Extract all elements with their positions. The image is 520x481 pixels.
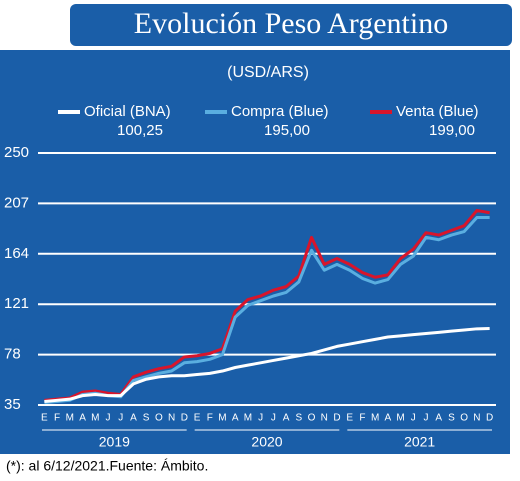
x-tick-label: J: [118, 413, 123, 424]
x-tick-label: A: [232, 413, 239, 424]
x-tick-label: M: [244, 413, 252, 424]
x-tick-label: N: [473, 413, 480, 424]
x-tick-label: F: [207, 413, 213, 424]
x-tick-label: S: [143, 413, 150, 424]
x-tick-label: S: [448, 413, 455, 424]
x-tick-label: A: [385, 413, 392, 424]
x-tick-label: S: [295, 413, 302, 424]
x-tick-label: M: [66, 413, 74, 424]
x-tick-label: E: [346, 413, 353, 424]
legend-value: 100,25: [117, 122, 163, 139]
legend-value: 195,00: [264, 122, 310, 139]
year-label: 2019: [99, 434, 130, 450]
x-tick-label: O: [460, 413, 468, 424]
x-tick-label: O: [155, 413, 163, 424]
x-tick-label: N: [168, 413, 175, 424]
x-tick-label: J: [105, 413, 110, 424]
x-tick-label: J: [424, 413, 429, 424]
subtitle: (USD/ARS): [227, 64, 309, 81]
year-label: 2020: [251, 434, 282, 450]
legend-value: 199,00: [429, 122, 475, 139]
x-tick-label: A: [79, 413, 86, 424]
x-tick-label: M: [218, 413, 226, 424]
x-tick-label: M: [91, 413, 99, 424]
y-tick-label: 121: [4, 295, 29, 312]
legend-label: Venta (Blue): [396, 103, 479, 120]
x-tick-label: D: [333, 413, 340, 424]
x-tick-label: M: [371, 413, 379, 424]
x-tick-label: A: [283, 413, 290, 424]
x-tick-label: F: [359, 413, 365, 424]
x-tick-label: J: [258, 413, 263, 424]
x-tick-label: A: [435, 413, 442, 424]
title-banner: [70, 4, 512, 46]
x-tick-label: N: [321, 413, 328, 424]
y-tick-label: 78: [4, 346, 21, 363]
x-tick-label: E: [194, 413, 201, 424]
y-tick-label: 207: [4, 194, 29, 211]
x-tick-label: A: [130, 413, 137, 424]
panel: [0, 50, 510, 454]
x-tick-label: E: [41, 413, 48, 424]
line: [44, 327, 490, 403]
y-tick-label: 164: [4, 245, 29, 262]
y-tick-label: 35: [4, 396, 21, 413]
legend-label: Compra (Blue): [231, 103, 329, 120]
x-tick-label: J: [271, 413, 276, 424]
x-tick-label: O: [308, 413, 316, 424]
chart-title: Evolución Peso Argentino: [134, 7, 448, 40]
footnote: (*): al 6/12/2021.Fuente: Ámbito.: [6, 458, 208, 474]
y-tick-label: 250: [4, 144, 29, 161]
x-tick-label: D: [181, 413, 188, 424]
x-tick-label: F: [54, 413, 60, 424]
x-tick-label: J: [411, 413, 416, 424]
year-label: 2021: [404, 434, 435, 450]
x-tick-label: M: [396, 413, 404, 424]
legend-label: Oficial (BNA): [84, 103, 171, 120]
x-tick-label: D: [486, 413, 493, 424]
